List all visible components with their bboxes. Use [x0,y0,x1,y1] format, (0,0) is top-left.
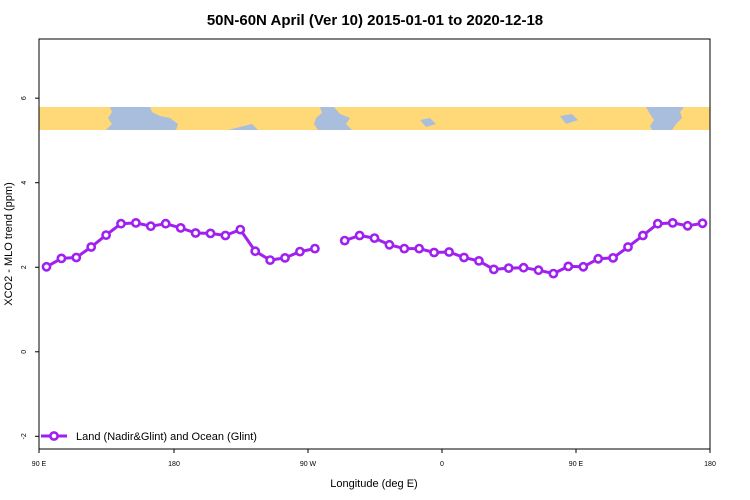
data-point [697,218,708,229]
data-point [354,230,365,241]
data-point [399,243,410,254]
x-tick-label: 90 W [300,461,317,468]
data-point [384,239,395,250]
x-tick-label: 180 [168,461,180,468]
map-band [39,107,710,130]
series-layer [41,217,708,279]
data-point [578,261,589,272]
y-tick-label: 6 [21,96,28,100]
data-point [41,261,52,272]
x-tick-label: 90 E [569,461,584,468]
data-point [145,221,156,232]
y-axis-label: XCO2 - MLO trend (ppm) [3,182,15,305]
data-point [116,218,126,229]
data-point [518,262,529,273]
y-tick-label: 2 [21,265,28,269]
data-point [86,242,97,252]
data-point [265,255,275,265]
data-point [563,261,574,272]
x-axis: 90 E 180 90 W 0 90 E 180 [32,449,716,468]
data-point [623,242,633,252]
data-point [533,265,544,276]
y-tick-label: -2 [21,433,28,439]
legend: Land (Nadir&Glint) and Ocean (Glint) [41,431,257,443]
data-point [130,217,141,228]
data-point [593,253,604,264]
data-point [190,228,201,238]
legend-entry-label: Land (Nadir&Glint) and Ocean (Glint) [76,431,257,443]
data-point [369,233,380,243]
y-tick-label: 0 [21,350,28,354]
y-axis: -2 0 2 4 6 [21,96,39,439]
chart-title: 50N-60N April (Ver 10) 2015-01-01 to 202… [207,12,543,29]
data-point [160,218,171,229]
data-point [444,247,454,257]
x-tick-label: 90 E [32,461,47,468]
data-point [414,243,425,254]
data-point [548,268,559,279]
data-point [473,255,484,266]
data-point [175,222,186,233]
x-tick-label: 0 [440,461,444,468]
data-point [488,264,499,275]
data-point [56,253,67,264]
data-point [667,217,678,228]
data-point [638,230,648,241]
data-point [220,230,231,241]
legend-marker-sample [49,431,59,441]
data-point [294,246,305,257]
data-point [71,252,82,263]
data-point [205,228,216,239]
data-point [280,252,290,263]
data-point [101,230,111,240]
data-point [250,246,261,257]
data-point [459,252,469,263]
data-point [682,220,693,231]
data-point [309,243,320,254]
data-point [339,235,350,246]
plot-frame [38,38,711,450]
x-axis-label: Longitude (deg E) [330,478,417,490]
data-point [429,247,439,258]
data-point [652,218,663,229]
data-point [608,252,618,263]
y-tick-label: 4 [21,181,28,185]
data-point [503,263,514,273]
map-band-land [39,107,710,130]
x-tick-label: 180 [704,461,716,468]
data-point [235,224,246,235]
